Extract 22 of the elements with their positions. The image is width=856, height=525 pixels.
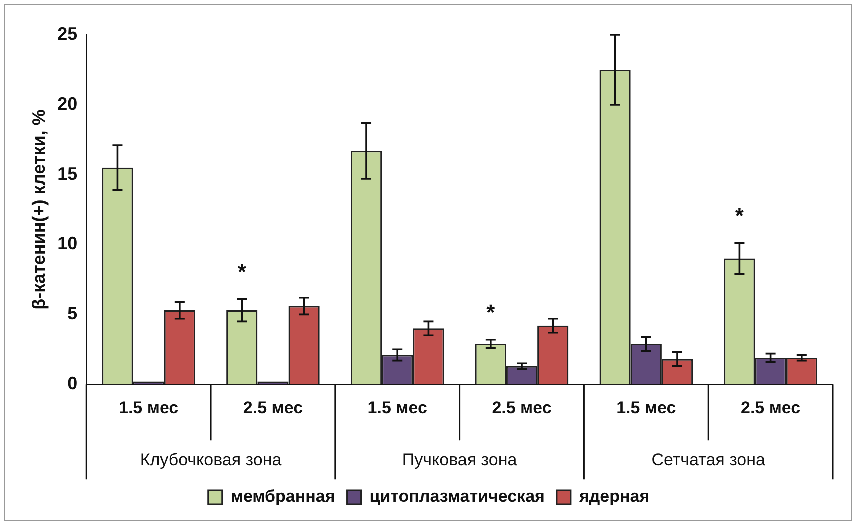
y-tick-label: 25 [58,24,78,44]
x-tick-label: 1.5 мес [368,398,428,418]
y-tick-label: 5 [68,304,78,324]
x-tick-label: 2.5 мес [740,398,801,418]
y-axis-title: β-катенин(+) клетки, % [28,110,49,310]
legend-label: цитоплазматическая [370,487,545,506]
x-tick-label: 2.5 мес [243,398,304,418]
legend-label: ядерная [578,487,650,506]
annotation: * [735,203,744,228]
x-tick-label: 1.5 мес [119,398,179,418]
x-tick-label: 2.5 мес [492,398,552,418]
y-tick-label: 10 [58,234,78,254]
annotation: * [486,300,496,325]
legend-label: мембранная [230,487,336,506]
text: Пучковая зона [402,450,518,470]
text: Клубочковая зона [140,450,282,470]
text: Сетчатая зона [652,450,766,470]
annotation: * [238,259,247,284]
y-tick-label: 15 [58,164,78,184]
y-tick-label: 20 [58,94,78,114]
y-tick-label: 0 [68,374,78,394]
x-tick-label: 1.5 мес [616,398,676,418]
